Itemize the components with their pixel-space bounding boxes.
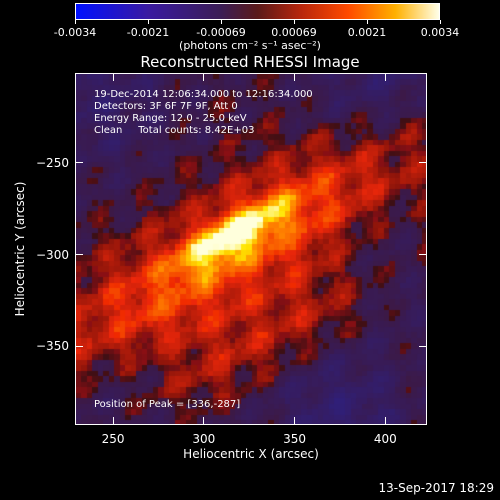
x-tick bbox=[294, 73, 296, 81]
colorbar-tick bbox=[293, 20, 295, 24]
y-axis-label: Heliocentric Y (arcsec) bbox=[13, 181, 27, 317]
colorbar-tick bbox=[147, 20, 149, 24]
heatmap-image bbox=[76, 74, 426, 424]
plot-area bbox=[75, 73, 427, 425]
y-tick bbox=[75, 162, 83, 164]
y-tick bbox=[75, 254, 83, 255]
info-detectors: Detectors: 3F 6F 7F 9F, Att 0 bbox=[94, 101, 238, 112]
x-tick bbox=[203, 417, 205, 425]
colorbar-tick-label: 0.0021 bbox=[347, 26, 387, 39]
y-tick bbox=[419, 345, 427, 347]
info-time-range: 19-Dec-2014 12:06:34.000 to 12:16:34.000 bbox=[94, 89, 313, 100]
colorbar-units: (photons cm⁻² s⁻¹ asec⁻²) bbox=[179, 39, 321, 52]
colorbar-tick-label: 0.0034 bbox=[420, 26, 460, 39]
x-tick bbox=[112, 73, 114, 81]
y-tick-label: −300 bbox=[36, 247, 69, 262]
x-tick-label: 300 bbox=[192, 432, 216, 446]
x-tick bbox=[294, 417, 296, 425]
info-total-counts: Clean Total counts: 8.42E+03 bbox=[94, 125, 255, 136]
x-tick bbox=[112, 417, 114, 425]
colorbar bbox=[75, 3, 440, 20]
colorbar-tick-label: -0.0034 bbox=[53, 26, 97, 39]
colorbar-tick bbox=[74, 20, 76, 24]
x-axis-label: Heliocentric X (arcsec) bbox=[183, 447, 319, 461]
colorbar-tick-label: -0.00069 bbox=[196, 26, 246, 39]
colorbar-tick bbox=[439, 20, 441, 24]
colorbar-tick-label: -0.0021 bbox=[126, 26, 170, 39]
x-tick-label: 400 bbox=[373, 432, 397, 446]
y-tick-label: −350 bbox=[36, 339, 69, 354]
x-tick-label: 350 bbox=[283, 432, 306, 446]
colorbar-tick-label: 0.00069 bbox=[271, 26, 317, 39]
y-tick bbox=[75, 345, 83, 347]
peak-position-label: Position of Peak = [336,-287] bbox=[94, 399, 241, 410]
plot-title: Reconstructed RHESSI Image bbox=[140, 53, 360, 71]
y-tick-label: −250 bbox=[36, 155, 69, 170]
colorbar-tick bbox=[366, 20, 368, 24]
x-tick-label: 250 bbox=[101, 432, 125, 446]
y-tick bbox=[419, 254, 427, 255]
y-tick bbox=[419, 162, 427, 164]
colorbar-tick bbox=[220, 20, 222, 24]
x-tick bbox=[203, 73, 205, 81]
info-energy-range: Energy Range: 12.0 - 25.0 keV bbox=[94, 113, 247, 124]
x-tick bbox=[384, 73, 386, 81]
footer-timestamp: 13-Sep-2017 18:29 bbox=[378, 481, 494, 495]
x-tick bbox=[384, 417, 386, 425]
